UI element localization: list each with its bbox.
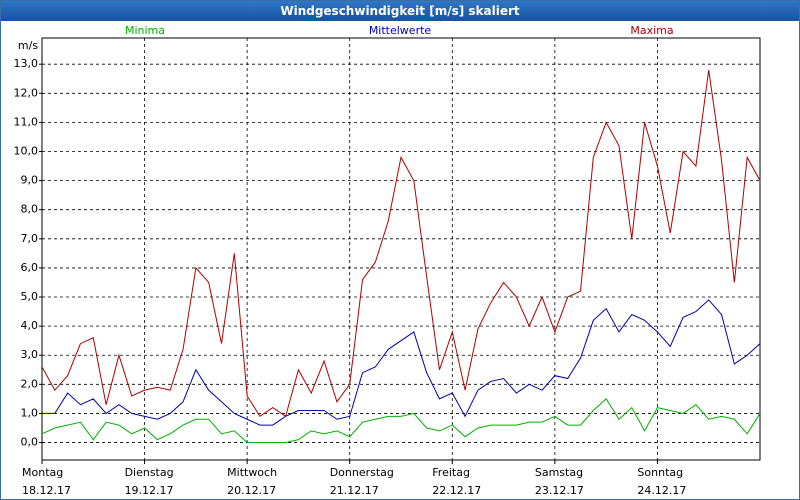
y-tick-label: 12,0 [14,86,39,99]
x-tick-label: Freitag [432,466,470,479]
series-line [41,69,761,418]
y-tick-label: 11,0 [14,115,39,128]
x-tick-date: 23.12.17 [535,484,584,497]
y-tick-label: 4,0 [21,319,39,332]
x-tick-date: 20.12.17 [227,484,276,497]
x-tick-label: Montag [22,466,63,479]
y-tick-label: 10,0 [14,145,39,158]
legend-entry: Maxima [630,24,673,37]
x-tick-date: 18.12.17 [22,484,71,497]
y-tick-label: 3,0 [21,348,39,361]
legend-entry: Mittelwerte [369,24,432,37]
x-tick-date: 24.12.17 [637,484,686,497]
y-tick-label: 13,0 [14,57,39,70]
series-line [41,398,761,444]
x-tick-label: Dienstag [125,466,174,479]
y-tick-label: 1,0 [21,406,39,419]
y-tick-label: 5,0 [21,290,39,303]
x-tick-date: 22.12.17 [432,484,481,497]
series-line [42,299,761,426]
y-tick-label: 2,0 [21,377,39,390]
x-tick-date: 21.12.17 [330,484,379,497]
plot-area [41,37,761,461]
y-axis-label: m/s [18,39,38,52]
legend-entry: Minima [125,24,165,37]
y-tick-label: 7,0 [21,232,39,245]
y-tick-label: 9,0 [21,174,39,187]
x-tick-label: Sonntag [637,466,683,479]
x-tick-label: Mittwoch [227,466,277,479]
x-tick-label: Samstag [535,466,583,479]
chart: m/s 0,0 1,0 2,0 3,0 4,0 5,0 6,0 7,0 8,0 9,0 10,0 11… [14,24,761,497]
x-tick-date: 19.12.17 [125,484,174,497]
y-tick-label: 0,0 [21,436,39,449]
title-bar: Windgeschwindigkeit [m/s] skaliert [1,1,799,21]
y-tick-label: 6,0 [21,261,39,274]
y-tick-label: 8,0 [21,203,39,216]
x-tick-label: Donnerstag [330,466,394,479]
